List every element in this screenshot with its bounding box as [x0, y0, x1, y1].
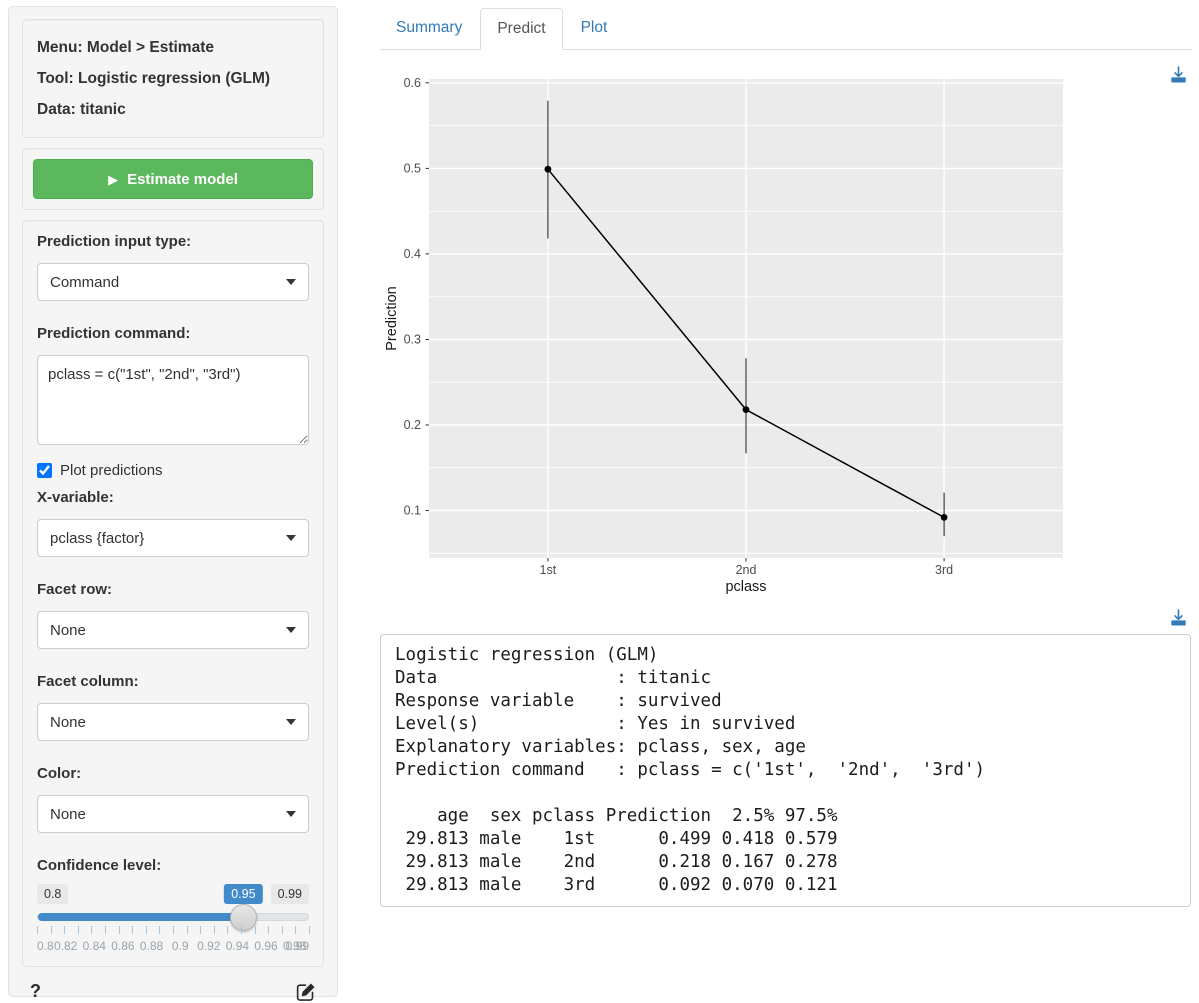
chevron-down-icon — [286, 719, 296, 725]
main-content: Summary Predict Plot 0.1 0.2 0.3 0.4 0.5 0.6 1… — [380, 0, 1192, 907]
slider-min-label: 0.8 — [37, 884, 69, 904]
tool-info: Tool: Logistic regression (GLM) — [37, 70, 271, 87]
svg-text:0.4: 0.4 — [404, 247, 421, 261]
tab-bar: Summary Predict Plot — [380, 8, 1192, 50]
slider-grid-labels: 0.8 0.82 0.84 0.86 0.88 0.9 0.92 0.94 0.96 0.98 0.… — [37, 939, 309, 953]
model-info-panel: Menu: Model > Estimate Tool: Logistic re… — [22, 19, 324, 138]
estimate-model-button[interactable]: ▶ Estimate model — [33, 159, 313, 199]
facet-row-value: None — [50, 621, 86, 639]
color-value: None — [50, 805, 86, 823]
estimate-panel: ▶ Estimate model — [22, 148, 324, 210]
tab-plot[interactable]: Plot — [580, 19, 608, 36]
chevron-down-icon — [286, 279, 296, 285]
svg-text:2nd: 2nd — [736, 563, 757, 577]
prediction-command-label: Prediction command: — [37, 325, 191, 342]
color-label: Color: — [37, 765, 82, 782]
prediction-input-type-select[interactable]: Command — [37, 263, 309, 301]
x-variable-select[interactable]: pclass {factor} — [37, 519, 309, 557]
estimate-model-label: Estimate model — [127, 170, 238, 188]
tab-summary[interactable]: Summary — [396, 19, 463, 36]
sidebar-footer: ? — [22, 977, 324, 1002]
sidebar: Menu: Model > Estimate Tool: Logistic re… — [8, 6, 338, 1001]
menu-info: Menu: Model > Estimate — [37, 39, 214, 56]
plot-predictions-label: Plot predictions — [60, 462, 163, 479]
slider-fill — [38, 913, 244, 921]
model-output-text: Logistic regression (GLM) Data : titanic… — [380, 634, 1191, 907]
svg-text:0.6: 0.6 — [404, 76, 421, 90]
confidence-level-slider: Confidence level: 0.8 0.95 0.99 0.8 0.82 0… — [37, 857, 310, 954]
plot-predictions-checkbox[interactable] — [37, 463, 52, 478]
download-plot-icon[interactable] — [1170, 66, 1187, 83]
svg-text:0.3: 0.3 — [404, 333, 421, 347]
x-variable-label: X-variable: — [37, 489, 114, 506]
color-select[interactable]: None — [37, 795, 309, 833]
svg-text:3rd: 3rd — [935, 563, 953, 577]
facet-row-select[interactable]: None — [37, 611, 309, 649]
prediction-controls-panel: Prediction input type: Command Predictio… — [22, 220, 324, 967]
slider-ticks — [37, 926, 310, 935]
prediction-plot: 0.1 0.2 0.3 0.4 0.5 0.6 1st 2nd 3rd pclass Predict… — [384, 76, 1063, 595]
prediction-plot-container: 0.1 0.2 0.3 0.4 0.5 0.6 1st 2nd 3rd pclass Predict… — [380, 62, 1192, 607]
slider-max-label: 0.99 — [270, 884, 309, 904]
download-output-row — [380, 607, 1192, 631]
help-icon[interactable]: ? — [30, 981, 41, 1001]
chevron-down-icon — [286, 811, 296, 817]
chevron-down-icon — [286, 627, 296, 633]
svg-text:1st: 1st — [540, 563, 557, 577]
edit-report-icon[interactable] — [296, 982, 316, 1002]
prediction-input-type-label: Prediction input type: — [37, 233, 192, 250]
confidence-level-label: Confidence level: — [37, 857, 162, 874]
svg-text:0.1: 0.1 — [404, 504, 421, 518]
download-output-icon[interactable] — [1170, 609, 1187, 626]
chevron-down-icon — [286, 535, 296, 541]
prediction-command-input[interactable]: pclass = c("1st", "2nd", "3rd") — [37, 355, 309, 445]
slider-handle[interactable] — [229, 904, 257, 931]
slider-current-value: 0.95 — [224, 884, 263, 904]
svg-text:pclass: pclass — [725, 579, 766, 595]
facet-column-label: Facet column: — [37, 673, 139, 690]
tab-predict[interactable]: Predict — [480, 8, 563, 50]
x-variable-value: pclass {factor} — [50, 529, 145, 547]
svg-text:Prediction: Prediction — [384, 286, 400, 350]
facet-column-select[interactable]: None — [37, 703, 309, 741]
svg-text:0.5: 0.5 — [404, 161, 421, 175]
prediction-input-type-value: Command — [50, 273, 120, 291]
facet-column-value: None — [50, 713, 86, 731]
play-icon: ▶ — [108, 171, 119, 187]
facet-row-label: Facet row: — [37, 581, 113, 598]
data-info: Data: titanic — [37, 101, 126, 118]
slider-track[interactable] — [37, 904, 309, 931]
svg-text:0.2: 0.2 — [404, 418, 421, 432]
